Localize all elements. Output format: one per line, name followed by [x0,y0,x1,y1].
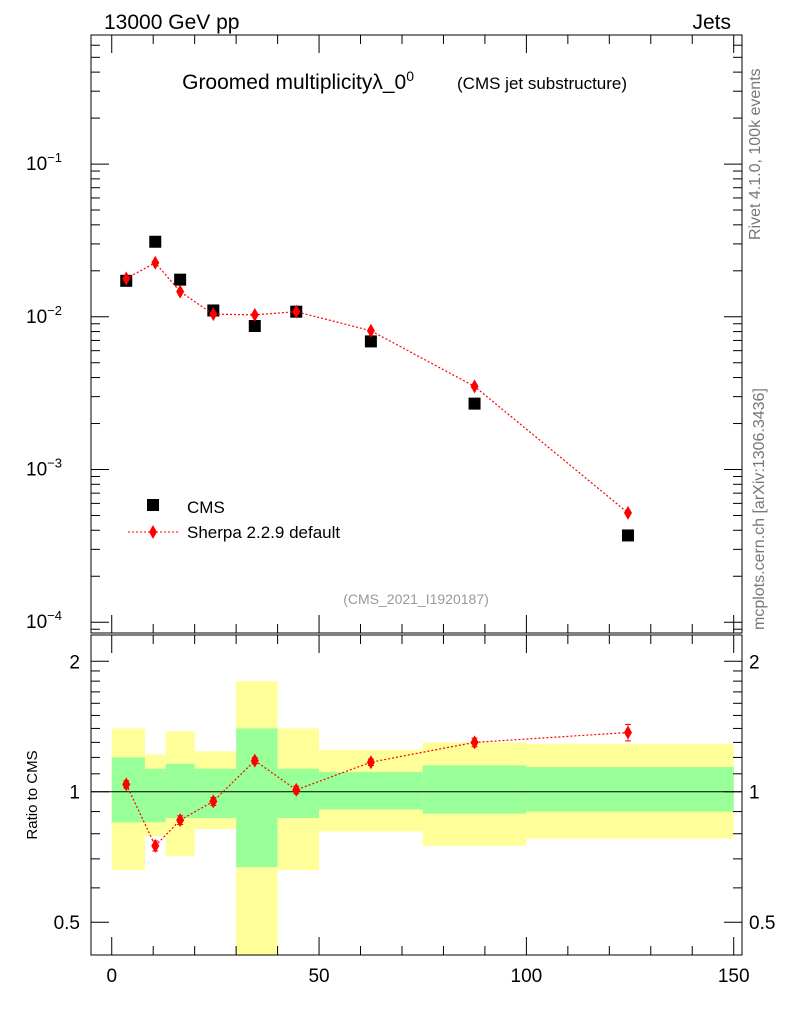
sherpa-point [151,255,160,270]
ratio-panel: 2 2 1 1 0.5 0.5 Ratio to CMS [24,634,775,956]
inner-uncertainty-band [422,765,527,814]
sherpa-point [209,307,218,322]
legend-cms-marker [147,499,159,511]
ratio-uncertainty-bands [91,681,742,955]
main-axis-ticks: 10−1 10−2 10−3 10−4 [26,35,742,633]
x-tick-labels: 0 50 100 150 [106,966,749,987]
inner-uncertainty-band [194,768,237,818]
ratio-ytick-label-left: 1 [69,783,80,804]
sherpa-point [250,307,259,322]
ratio-axis-ticks: 2 2 1 1 0.5 0.5 [54,635,775,955]
sherpa-point [366,323,375,338]
main-panel: 10−1 10−2 10−3 10−4 Groomed multiplicityλ_0… [26,34,743,634]
inner-uncertainty-band [236,728,278,868]
ratio-sherpa-point [470,735,479,750]
sherpa-point [122,271,131,286]
main-ytick-label: 10−4 [26,608,62,633]
header-right: Jets [692,11,731,34]
ratio-sherpa-point [292,782,301,797]
sherpa-point [623,505,632,520]
ratio-ytick-label-left: 0.5 [54,913,80,934]
sherpa-point [292,304,301,319]
main-data-layer [120,235,634,542]
legend-sherpa-marker [149,525,157,539]
inner-uncertainty-band [526,767,734,812]
ratio-sherpa-point [209,794,218,809]
main-ytick-label: 10−2 [26,303,62,328]
ratio-ylabel: Ratio to CMS [24,750,41,839]
plot-subtitle: (CMS jet substructure) [457,74,627,93]
cms-data-point [149,235,162,248]
plot-title: Groomed multiplicityλ_00 [182,68,414,94]
inner-uncertainty-band [165,763,195,818]
ratio-ytick-label-right: 0.5 [749,913,775,934]
cms-data-point [174,273,187,286]
legend: CMS Sherpa 2.2.9 default [128,498,340,542]
ratio-data-layer [122,723,632,853]
ratio-ytick-label-left: 2 [69,652,80,673]
inner-uncertainty-band [319,772,423,810]
inner-uncertainty-band [144,768,166,823]
main-ytick-label: 10−1 [26,150,62,175]
cms-data-point [621,529,634,542]
ratio-sherpa-point [250,753,259,768]
ratio-frame [90,634,743,956]
ratio-sherpa-point [151,838,160,853]
main-frame [90,34,743,634]
cms-data-point [364,335,377,348]
main-ytick-label: 10−3 [26,456,62,481]
sherpa-line [125,261,629,514]
header-left: 13000 GeV pp [104,11,239,34]
legend-sherpa-label: Sherpa 2.2.9 default [187,523,340,542]
ratio-sherpa-point [623,725,632,740]
sherpa-point [470,379,479,394]
ratio-ytick-label-right: 1 [749,783,760,804]
side-label-top: Rivet 4.1.0, 100k events [747,68,764,240]
analysis-watermark: (CMS_2021_I1920187) [343,591,489,607]
side-label-bottom: mcplots.cern.ch [arXiv:1306.3436] [751,388,768,630]
legend-cms-label: CMS [187,498,225,517]
x-tick-label: 150 [718,966,750,987]
x-tick-label: 100 [511,966,543,987]
ratio-sherpa-point [122,777,131,792]
x-tick-label: 50 [308,966,329,987]
sherpa-point [176,284,185,299]
ratio-ytick-label-right: 2 [749,652,760,673]
ratio-sherpa-point [176,813,185,828]
cms-data-point [248,320,261,333]
ratio-sherpa-point [366,755,375,770]
cms-data-point [468,397,481,410]
x-tick-label: 0 [106,966,117,987]
